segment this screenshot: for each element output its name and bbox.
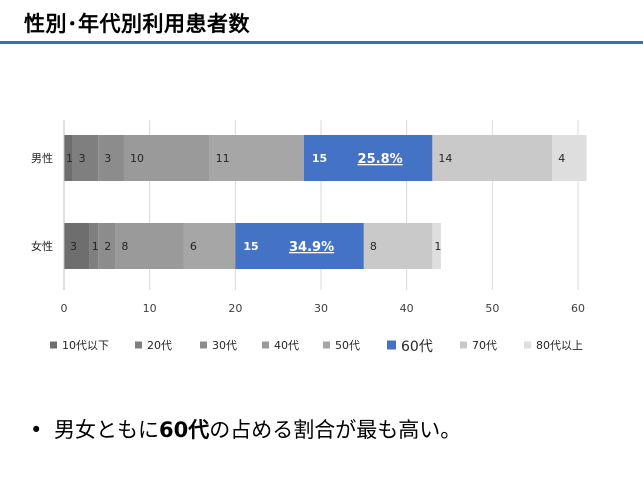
bar-segment — [209, 135, 304, 181]
x-tick-label: 30 — [314, 302, 328, 315]
data-label: 1 — [66, 152, 73, 165]
legend-swatch — [460, 341, 467, 349]
bullet-emphasis: 60代 — [159, 418, 210, 442]
data-label: 10 — [130, 152, 144, 165]
x-tick-label: 40 — [400, 302, 414, 315]
bar-segment — [552, 135, 587, 181]
data-label: 14 — [438, 152, 452, 165]
share-annotation: 34.9% — [289, 240, 334, 255]
bar-segment — [89, 223, 99, 269]
data-label: 15 — [243, 240, 258, 253]
legend-swatch — [200, 341, 207, 349]
share-annotation: 25.8% — [358, 152, 403, 167]
bullet-text-before: 男女ともに — [54, 418, 159, 442]
legend-label: 20代 — [147, 339, 172, 352]
legend-label: 50代 — [335, 339, 360, 352]
bar-segment — [123, 135, 210, 181]
x-tick-label: 10 — [143, 302, 157, 315]
x-tick-label: 0 — [61, 302, 68, 315]
bar-segment — [235, 223, 364, 269]
legend-swatch — [135, 341, 142, 349]
legend-swatch — [50, 341, 57, 349]
legend-swatch — [387, 340, 396, 350]
data-label: 8 — [370, 240, 377, 253]
bar-segment — [72, 135, 99, 181]
x-tick-label: 20 — [228, 302, 242, 315]
legend-label: 10代以下 — [62, 339, 109, 352]
legend-label: 30代 — [212, 339, 237, 352]
bar-segment — [115, 223, 184, 269]
data-label: 8 — [121, 240, 128, 253]
bar-segment — [98, 135, 124, 181]
bar-segment — [363, 223, 433, 269]
bar-segment — [432, 223, 441, 269]
category-label: 女性 — [31, 239, 53, 253]
legend-label: 60代 — [401, 339, 433, 355]
data-label: 6 — [190, 240, 197, 253]
data-label: 3 — [79, 152, 86, 165]
bar-segment — [64, 135, 73, 181]
data-label: 1 — [92, 240, 99, 253]
legend-label: 80代以上 — [536, 339, 583, 352]
legend-swatch — [524, 341, 531, 349]
data-label: 11 — [216, 152, 230, 165]
data-label: 4 — [558, 152, 565, 165]
bar-segment — [98, 223, 116, 269]
legend-swatch — [262, 341, 269, 349]
data-label: 3 — [104, 152, 111, 165]
bullet-mark: • — [30, 418, 43, 442]
legend-swatch — [323, 341, 330, 349]
bar-segment — [64, 223, 90, 269]
x-tick-label: 50 — [485, 302, 499, 315]
x-tick-label: 60 — [571, 302, 585, 315]
data-label: 3 — [70, 240, 77, 253]
summary-bullet: • 男女ともに60代の占める割合が最も高い。 — [30, 414, 461, 444]
bar-segment — [432, 135, 553, 181]
data-label: 1 — [434, 240, 441, 253]
bar-segment — [183, 223, 236, 269]
data-label: 15 — [312, 152, 327, 165]
slide-title: 性別･年代別利用患者数 — [24, 12, 250, 36]
title-underline — [0, 41, 643, 44]
bullet-text-after: の占める割合が最も高い。 — [209, 418, 462, 442]
legend-label: 40代 — [274, 339, 299, 352]
category-label: 男性 — [31, 151, 53, 165]
bar-segment — [303, 135, 433, 181]
data-label: 2 — [104, 240, 111, 253]
legend-label: 70代 — [472, 339, 497, 352]
